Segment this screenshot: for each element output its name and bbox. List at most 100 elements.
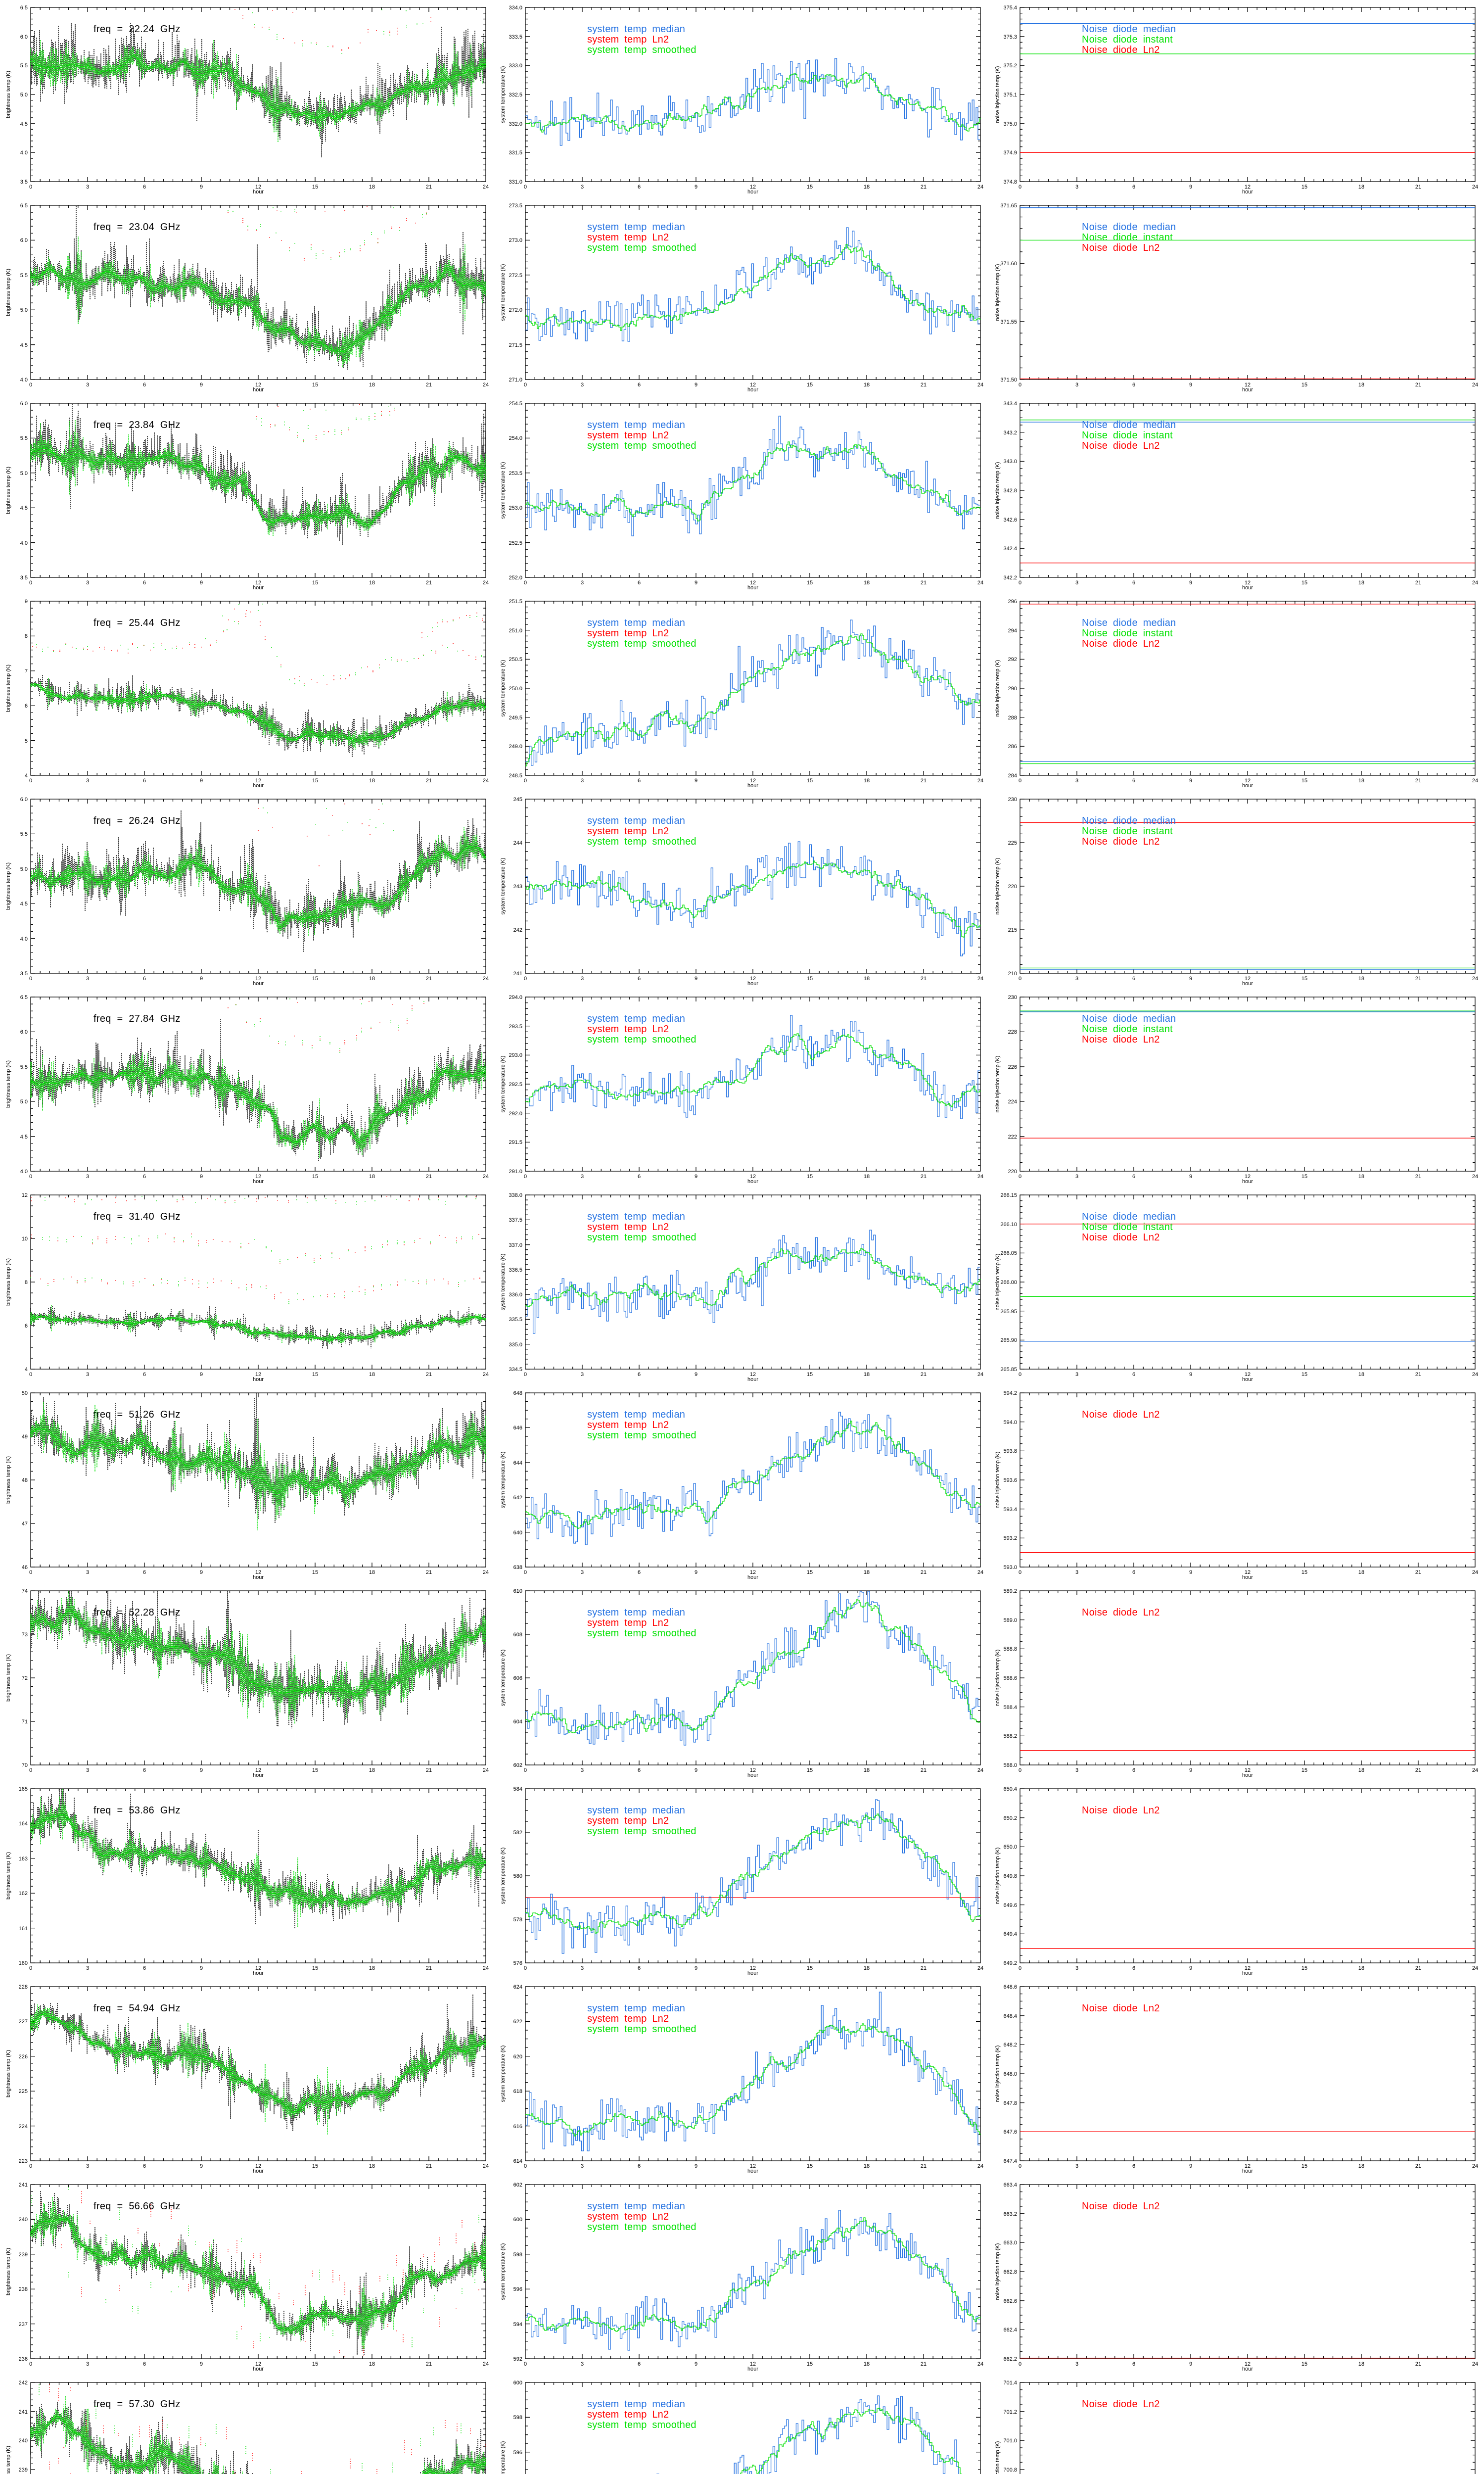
svg-text:288: 288 xyxy=(1008,715,1017,721)
svg-text:Noise diode Ln2: Noise diode Ln2 xyxy=(1082,2003,1160,2014)
svg-text:0: 0 xyxy=(29,778,32,784)
svg-text:6.0: 6.0 xyxy=(20,34,28,40)
svg-text:24: 24 xyxy=(1472,2163,1478,2169)
svg-text:9: 9 xyxy=(1189,1965,1192,1971)
svg-text:system temperature (K): system temperature (K) xyxy=(500,858,506,915)
svg-text:241: 241 xyxy=(19,2182,28,2188)
svg-text:210: 210 xyxy=(1008,971,1017,977)
svg-text:0: 0 xyxy=(29,382,32,388)
svg-text:Noise diode median: Noise diode median xyxy=(1082,24,1176,35)
svg-text:6: 6 xyxy=(1132,1965,1135,1971)
svg-text:249.5: 249.5 xyxy=(509,715,522,721)
svg-text:15: 15 xyxy=(807,1570,813,1575)
svg-text:3: 3 xyxy=(581,976,584,982)
svg-text:system temp Ln2: system temp Ln2 xyxy=(587,1815,669,1826)
svg-text:Noise diode instant: Noise diode instant xyxy=(1082,232,1173,243)
svg-text:9: 9 xyxy=(695,2361,697,2367)
svg-text:0: 0 xyxy=(524,778,527,784)
svg-text:588.2: 588.2 xyxy=(1003,1733,1017,1739)
svg-text:237: 237 xyxy=(19,2322,28,2328)
svg-text:12: 12 xyxy=(255,382,261,388)
svg-text:21: 21 xyxy=(1415,2163,1421,2169)
svg-text:662.8: 662.8 xyxy=(1003,2269,1017,2275)
svg-text:hour: hour xyxy=(253,2168,264,2174)
svg-text:230: 230 xyxy=(1008,797,1017,803)
svg-text:72: 72 xyxy=(22,1675,28,1681)
svg-text:21: 21 xyxy=(921,778,927,784)
svg-text:hour: hour xyxy=(747,189,758,195)
svg-text:598: 598 xyxy=(513,2415,522,2421)
svg-text:648.0: 648.0 xyxy=(1003,2071,1017,2077)
svg-text:6: 6 xyxy=(1132,184,1135,190)
svg-text:4.0: 4.0 xyxy=(20,936,28,942)
svg-text:Noise diode Ln2: Noise diode Ln2 xyxy=(1082,836,1160,847)
svg-text:6: 6 xyxy=(638,1570,641,1575)
svg-text:701.2: 701.2 xyxy=(1003,2409,1017,2415)
svg-text:9: 9 xyxy=(695,1965,697,1971)
svg-text:Noise diode instant: Noise diode instant xyxy=(1082,34,1173,45)
svg-text:333.0: 333.0 xyxy=(509,63,522,69)
svg-text:18: 18 xyxy=(864,580,870,586)
svg-text:12: 12 xyxy=(750,1965,756,1971)
svg-text:647.6: 647.6 xyxy=(1003,2129,1017,2135)
svg-text:596: 596 xyxy=(513,2450,522,2456)
svg-text:0: 0 xyxy=(1019,1965,1021,1971)
svg-text:24: 24 xyxy=(1472,1767,1478,1773)
svg-text:662.6: 662.6 xyxy=(1003,2298,1017,2304)
svg-text:644: 644 xyxy=(513,1460,522,1466)
svg-text:12: 12 xyxy=(750,580,756,586)
svg-text:12: 12 xyxy=(750,976,756,982)
svg-text:12: 12 xyxy=(255,1570,261,1575)
svg-text:253.5: 253.5 xyxy=(509,471,522,476)
svg-text:system temp median: system temp median xyxy=(587,1211,685,1222)
svg-text:9: 9 xyxy=(200,2361,203,2367)
svg-text:Noise diode Ln2: Noise diode Ln2 xyxy=(1082,1805,1160,1816)
svg-text:604: 604 xyxy=(513,1719,522,1725)
svg-text:578: 578 xyxy=(513,1917,522,1923)
svg-text:292: 292 xyxy=(1008,657,1017,663)
svg-text:15: 15 xyxy=(312,1570,318,1575)
svg-text:15: 15 xyxy=(807,184,813,190)
svg-text:650.2: 650.2 xyxy=(1003,1815,1017,1821)
svg-text:24: 24 xyxy=(1472,184,1478,190)
svg-text:4.0: 4.0 xyxy=(20,1169,28,1175)
svg-text:663.4: 663.4 xyxy=(1003,2182,1017,2188)
svg-text:0: 0 xyxy=(29,976,32,982)
svg-text:0: 0 xyxy=(1019,1767,1021,1773)
svg-text:9: 9 xyxy=(1189,1372,1192,1378)
svg-text:0: 0 xyxy=(29,2361,32,2367)
svg-text:638: 638 xyxy=(513,1565,522,1570)
svg-text:18: 18 xyxy=(864,1767,870,1773)
svg-text:18: 18 xyxy=(1358,976,1364,982)
svg-text:252.0: 252.0 xyxy=(509,575,522,581)
svg-text:251.5: 251.5 xyxy=(509,599,522,605)
svg-text:18: 18 xyxy=(369,976,375,982)
svg-text:24: 24 xyxy=(483,2361,489,2367)
svg-text:12: 12 xyxy=(255,976,261,982)
svg-text:0: 0 xyxy=(29,1174,32,1180)
svg-text:163: 163 xyxy=(19,1856,28,1862)
svg-text:15: 15 xyxy=(1301,1174,1307,1180)
svg-text:6.5: 6.5 xyxy=(20,995,28,1000)
svg-text:18: 18 xyxy=(369,1965,375,1971)
svg-text:hour: hour xyxy=(253,189,264,195)
svg-text:12: 12 xyxy=(1245,184,1251,190)
svg-text:0: 0 xyxy=(1019,976,1021,982)
svg-text:5.0: 5.0 xyxy=(20,92,28,98)
svg-text:18: 18 xyxy=(864,382,870,388)
svg-text:24: 24 xyxy=(483,778,489,784)
svg-text:700.8: 700.8 xyxy=(1003,2467,1017,2473)
svg-text:9: 9 xyxy=(695,580,697,586)
svg-text:165: 165 xyxy=(19,1786,28,1792)
svg-text:system temp smoothed: system temp smoothed xyxy=(587,2222,696,2233)
svg-text:6.0: 6.0 xyxy=(20,238,28,243)
svg-text:freq = 57.30 GHz: freq = 57.30 GHz xyxy=(93,2399,181,2410)
svg-text:294.0: 294.0 xyxy=(509,995,522,1000)
svg-text:Noise diode median: Noise diode median xyxy=(1082,618,1176,628)
svg-text:brightness temp (K): brightness temp (K) xyxy=(5,467,11,514)
svg-text:3: 3 xyxy=(86,580,89,586)
svg-text:335.0: 335.0 xyxy=(509,1342,522,1348)
svg-text:5.0: 5.0 xyxy=(20,307,28,313)
svg-text:hour: hour xyxy=(1242,1772,1253,1778)
svg-text:220: 220 xyxy=(1008,1169,1017,1175)
